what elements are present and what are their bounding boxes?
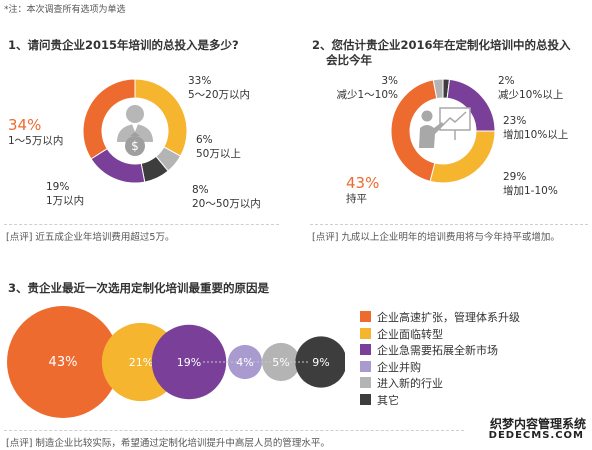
chart2-slice xyxy=(390,79,438,182)
chart3-bubble-label: 21% xyxy=(129,356,153,369)
chart1-label-pct: 19% xyxy=(46,181,70,193)
legend-label: 企业面临转型 xyxy=(377,327,443,341)
legend-swatch xyxy=(360,377,371,388)
legend-swatch xyxy=(360,393,371,405)
legend-item: 其它 xyxy=(360,393,399,408)
investor-icon: $ xyxy=(117,105,153,156)
chart2-label-pct: 3% xyxy=(381,75,398,87)
chart1-label-name: 20～50万以内 xyxy=(192,198,261,210)
chart1-label-pct: 34% xyxy=(8,116,42,134)
chart1-label-pct: 8% xyxy=(192,184,209,196)
chart2-slice xyxy=(432,78,444,100)
chart3-bubble-label: 4% xyxy=(236,356,253,369)
chart3-bubbles: 43% 21% 19% 4% 5% 9% xyxy=(7,306,345,418)
chart3-bubble xyxy=(295,336,345,388)
legend-label: 企业高速扩张，管理体系升级 xyxy=(377,311,520,324)
legend-label: 其它 xyxy=(377,393,399,407)
watermark-domain: DEDECMS.COM xyxy=(488,430,584,441)
chart2-label-pct: 43% xyxy=(346,174,380,192)
legend-item: 企业高速扩张，管理体系升级 xyxy=(360,310,520,325)
legend-swatch xyxy=(360,360,371,372)
chart1-title: 1、请问贵企业2015年培训的总投入是多少? xyxy=(8,38,239,52)
legend-label: 企业并购 xyxy=(377,360,421,374)
watermark-title: 织梦内容管理系统 xyxy=(489,417,586,431)
legend-label: 企业急需要拓展全新市场 xyxy=(377,344,498,357)
chart2-label-pct: 29% xyxy=(503,171,527,183)
chart1-donut: $ xyxy=(82,78,188,184)
chart3-bubble xyxy=(7,306,119,418)
chart2-label-name: 增加10%以上 xyxy=(503,129,569,141)
legend-swatch xyxy=(360,344,371,355)
chart3-comment: [点评] 制造企业比较实际，希望通过定制化培训提升中高层人员的管理水平。 xyxy=(6,438,330,449)
chart2-title-line1: 2、您估计贵企业2016年在定制化培训中的总投入 xyxy=(312,38,571,52)
svg-text:$: $ xyxy=(131,139,139,153)
survey-note: *注：本次调查所有选项为单选 xyxy=(4,5,126,15)
chart3-bubble-label: 43% xyxy=(49,355,78,370)
presentation-icon xyxy=(419,107,471,148)
chart3-title: 3、贵企业最近一次选用定制化培训最重要的原因是 xyxy=(8,281,269,295)
chart3-bubble-label: 19% xyxy=(177,356,201,369)
chart3-bubble xyxy=(151,324,227,400)
legend-item: 进入新的行业 xyxy=(360,376,443,391)
chart2-label-name: 减少1～10% xyxy=(336,89,398,101)
chart1-label-name: 50万以上 xyxy=(196,148,241,160)
chart2-slice xyxy=(429,130,496,184)
divider xyxy=(310,224,588,225)
chart1-label-name: 1～5万以内 xyxy=(8,135,64,147)
legend-item: 企业并购 xyxy=(360,360,421,375)
divider xyxy=(4,224,279,225)
chart2-comment: [点评] 九成以上企业明年的培训费用将与今年持平或增加。 xyxy=(312,232,560,243)
chart2-label-name: 减少10%以上 xyxy=(498,89,564,101)
chart1-label-name: 1万以内 xyxy=(46,195,85,207)
chart1-slice xyxy=(82,78,136,160)
chart3-legend: 企业高速扩张，管理体系升级 企业面临转型企业急需要拓展全新市场 企业并购进入新的行业… xyxy=(360,310,570,410)
chart1-label-name: 5～20万以内 xyxy=(188,89,251,101)
chart3-bubble xyxy=(261,342,301,382)
chart2-label-pct: 23% xyxy=(503,115,527,127)
chart1-label-pct: 33% xyxy=(188,75,212,87)
chart2-label-name: 增加1-10% xyxy=(503,185,558,197)
divider xyxy=(4,430,464,431)
legend-swatch xyxy=(360,327,371,339)
chart2-title-line2: 会比今年 xyxy=(326,53,372,67)
legend-swatch xyxy=(360,311,371,322)
chart3-bubble-label: 9% xyxy=(312,356,329,369)
legend-item: 企业急需要拓展全新市场 xyxy=(360,343,498,358)
legend-label: 进入新的行业 xyxy=(377,377,443,390)
legend-item: 企业面临转型 xyxy=(360,327,443,342)
chart3-bubble-label: 5% xyxy=(272,356,289,369)
chart1-label-pct: 6% xyxy=(196,134,213,146)
chart2-donut xyxy=(390,78,496,184)
chart3-bubble xyxy=(227,344,263,380)
chart2-label-pct: 2% xyxy=(498,75,515,87)
chart1-comment: [点评] 近五成企业年培训费用超过5万。 xyxy=(6,232,175,243)
chart2-label-name: 持平 xyxy=(346,193,367,205)
